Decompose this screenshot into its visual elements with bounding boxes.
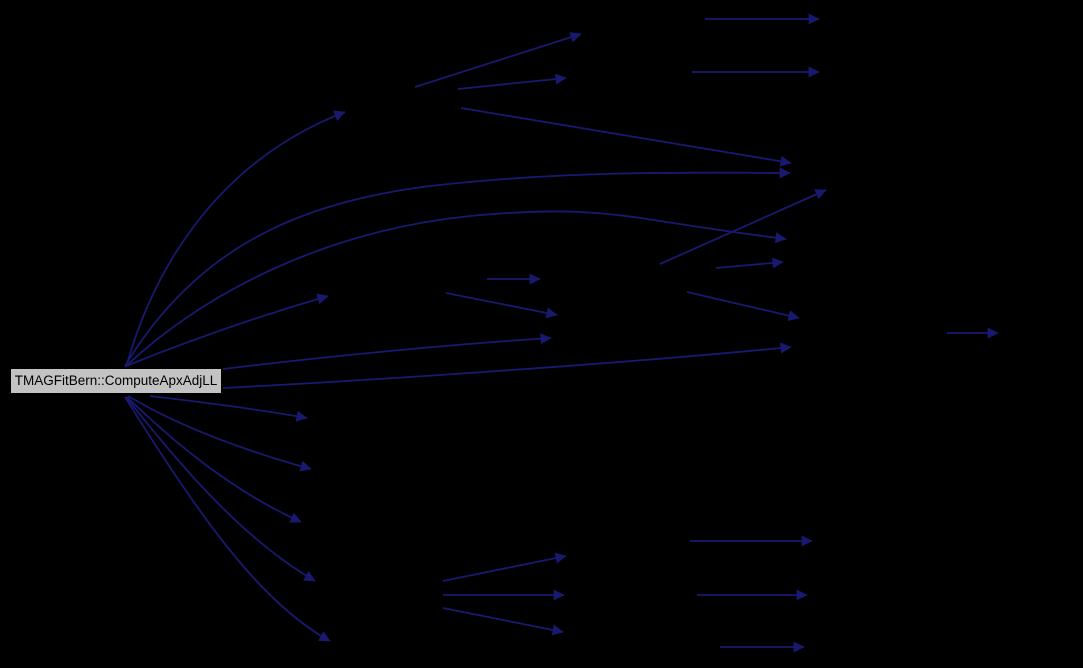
edge-bottom-fan-1: [442, 552, 567, 582]
edge-mid-up-right: [659, 189, 827, 265]
edge-main-fan-5: [124, 396, 331, 642]
edge-mid-f-to-g: [686, 291, 800, 321]
edge-main-curve-upper: [124, 167, 791, 367]
edge-main-fan-1: [149, 395, 308, 422]
edge-bottom-fan-3: [442, 607, 564, 636]
edge-main-fan-2: [127, 395, 312, 472]
edge-main-fan-4: [125, 396, 316, 582]
edge-main-fan-3: [126, 396, 302, 523]
edge-main-to-node-f: [222, 333, 552, 370]
edge-top-fan-2: [457, 73, 567, 90]
edge-top-fan-3: [460, 107, 792, 167]
edge-mid-short-2: [715, 257, 784, 269]
edge-main-curve-lower: [124, 210, 787, 368]
edge-main-to-node-e: [125, 293, 329, 367]
node-computeapxadjll[interactable]: TMAGFitBern::ComputeApxAdjLL: [10, 368, 222, 394]
edge-main-to-node-h: [222, 342, 792, 389]
edge-mid-e-to-f: [445, 292, 558, 319]
edge-main-to-top-node: [126, 110, 346, 365]
edge-top-fan-1: [414, 31, 582, 88]
